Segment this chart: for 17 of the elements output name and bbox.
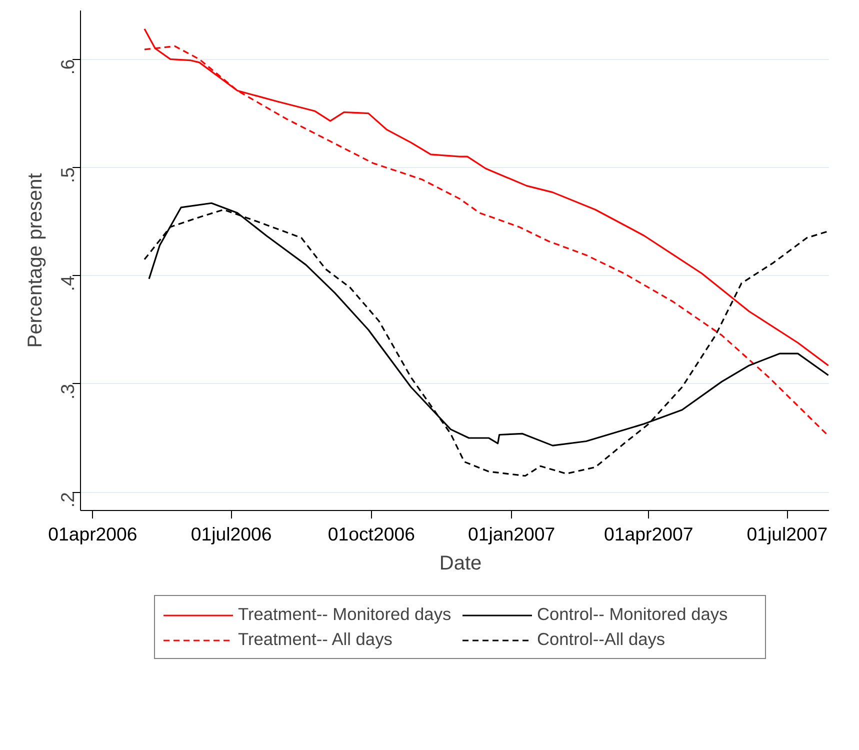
x-tick-label: 01apr2006 [48, 524, 138, 544]
legend-label: Treatment-- Monitored days [238, 604, 452, 625]
legend-label: Treatment-- All days [238, 629, 394, 650]
y-tick-label: .6 [57, 59, 78, 75]
y-tick-label: .4 [57, 276, 78, 292]
legend-label: Control-- Monitored days [537, 604, 729, 625]
x-tick-label: 01apr2007 [604, 524, 694, 544]
y-tick-label: .5 [57, 167, 78, 183]
y-tick-label: .2 [57, 492, 78, 508]
y-tick-label: .3 [57, 384, 78, 400]
x-axis-title: Date [439, 552, 482, 574]
x-tick-label: 01oct2006 [328, 524, 415, 544]
y-axis-title: Percentage present [24, 172, 46, 348]
x-tick-label: 01jul2007 [746, 524, 828, 544]
x-tick-label: 01jul2006 [190, 524, 272, 544]
x-tick-label: 01jan2007 [468, 524, 556, 544]
legend-label: Control--All days [537, 629, 666, 650]
